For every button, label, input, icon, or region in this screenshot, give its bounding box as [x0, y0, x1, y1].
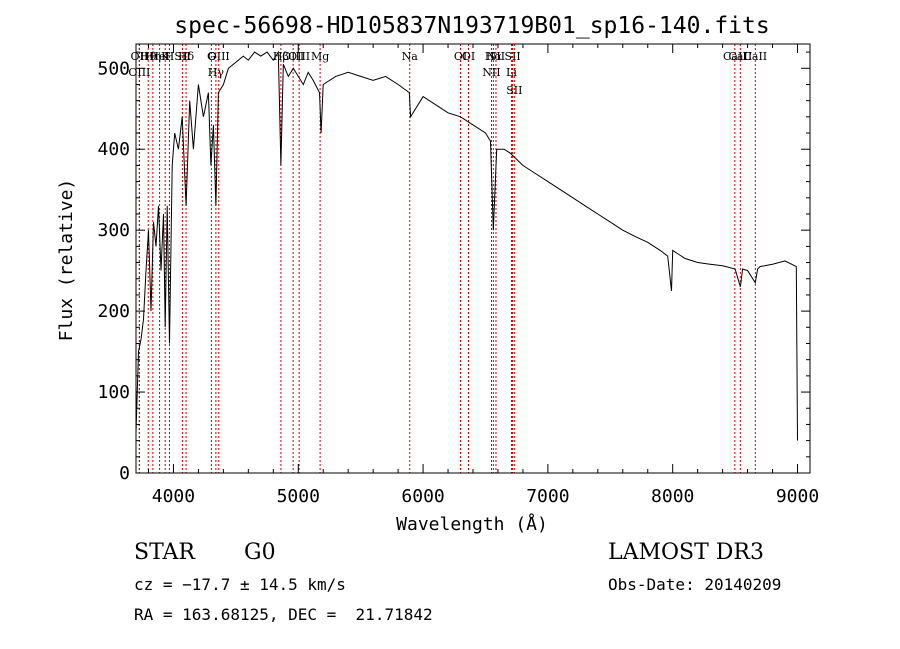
- marker-label: K: [161, 50, 170, 63]
- marker-label: SII: [504, 50, 520, 63]
- marker-label: OI: [462, 50, 475, 63]
- x-tick-label: 4000: [152, 486, 195, 507]
- observation-date: Obs-Date: 20140209: [608, 575, 782, 594]
- chart-title: spec-56698-HD105837N193719B01_sp16-140.f…: [174, 13, 769, 39]
- coordinates: RA = 163.68125, DEC = 21.71842: [134, 605, 433, 624]
- marker-label: Li: [506, 66, 517, 79]
- marker-label: Hγ: [208, 66, 225, 79]
- x-tick-label: 9000: [776, 486, 819, 507]
- marker-label: OIII: [282, 50, 304, 63]
- spectrum-line: [135, 50, 798, 441]
- x-tick-label: 6000: [401, 486, 444, 507]
- marker-label: OIII: [208, 50, 230, 63]
- marker-label: G: [207, 50, 216, 63]
- x-axis: 4000 5000 6000 7000 8000 9000: [147, 44, 819, 507]
- marker-label: CaII: [729, 50, 753, 63]
- object-class: STAR: [134, 540, 195, 565]
- survey-name: LAMOST DR3: [608, 540, 764, 565]
- y-tick-label: 400: [97, 139, 130, 160]
- marker-label: OI: [454, 50, 467, 63]
- marker-label: SII: [174, 50, 190, 63]
- marker-label: SII: [506, 84, 522, 97]
- marker-label: Hη: [145, 50, 161, 63]
- y-axis: 0 100 200 300 400 500: [97, 51, 810, 484]
- marker-label: Mg: [311, 50, 329, 63]
- y-axis-label: Flux (relative): [56, 179, 77, 342]
- y-tick-label: 100: [97, 382, 130, 403]
- x-axis-label: Wavelength (Å): [396, 513, 548, 535]
- marker-label: CaII: [723, 50, 747, 63]
- y-tick-label: 300: [97, 220, 130, 241]
- redshift-cz: cz = −17.7 ± 14.5 km/s: [134, 575, 346, 594]
- marker-label: Na: [402, 50, 419, 63]
- marker-label: H: [165, 50, 175, 63]
- line-markers: [138, 44, 756, 473]
- marker-label: Hα: [485, 50, 503, 63]
- marker-label: OIII: [128, 66, 150, 79]
- object-subclass: G0: [244, 540, 276, 565]
- marker-label: NII: [487, 50, 505, 63]
- y-tick-label: 500: [97, 58, 130, 79]
- marker-label: Hβ: [273, 50, 289, 63]
- marker-label: OII: [131, 50, 149, 63]
- x-tick-label: 5000: [277, 486, 320, 507]
- marker-label: Hθ: [140, 50, 157, 63]
- y-tick-label: 0: [119, 463, 130, 484]
- marker-label: CaII: [743, 50, 767, 63]
- marker-label: NII: [482, 66, 500, 79]
- marker-label: HeI: [149, 50, 169, 63]
- x-tick-label: 8000: [651, 486, 694, 507]
- y-tick-label: 200: [97, 301, 130, 322]
- marker-label: OIII: [288, 50, 310, 63]
- marker-label: Hδ: [178, 50, 195, 63]
- plot-frame: [135, 43, 811, 474]
- x-tick-label: 7000: [526, 486, 569, 507]
